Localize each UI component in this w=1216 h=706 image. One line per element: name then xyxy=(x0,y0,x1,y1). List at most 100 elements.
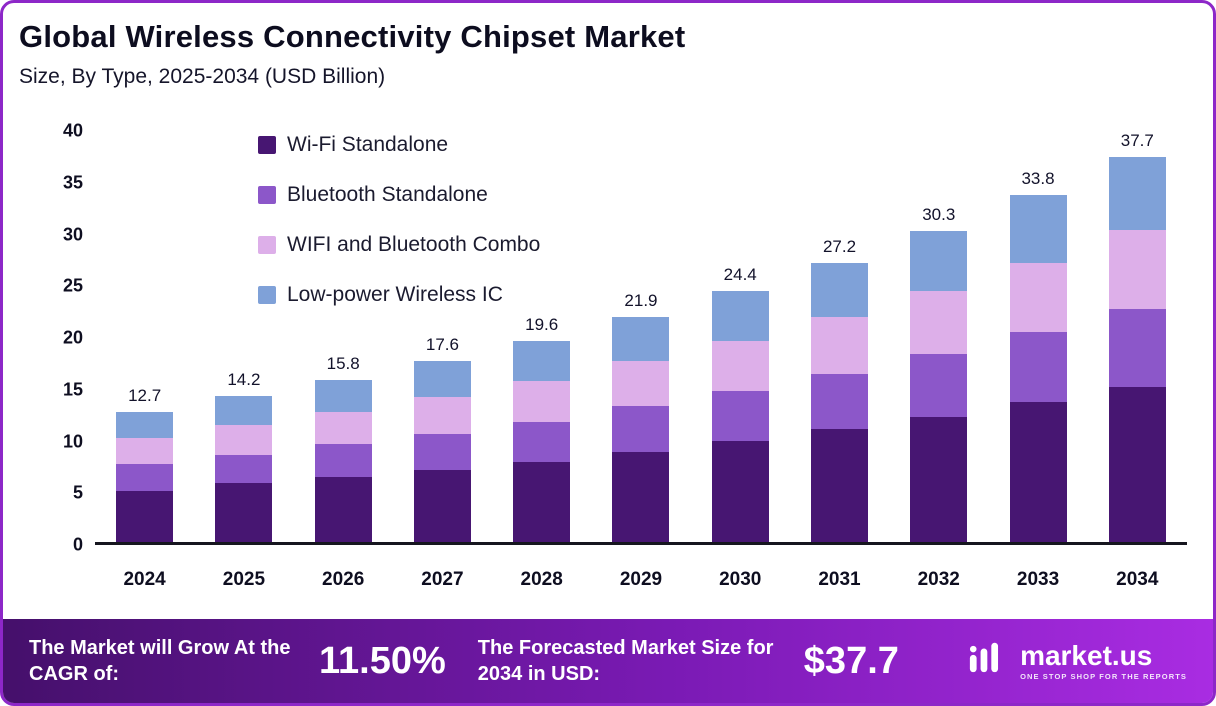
bar-column: 21.9 xyxy=(591,131,690,542)
bar-segment xyxy=(513,380,571,422)
bar-segment xyxy=(711,291,769,341)
legend: Wi-Fi Standalone Bluetooth Standalone WI… xyxy=(258,133,540,307)
bar-segment xyxy=(116,438,174,464)
legend-label: WIFI and Bluetooth Combo xyxy=(287,233,541,256)
bar-segment xyxy=(413,397,471,435)
x-tick-label: 2030 xyxy=(719,569,762,590)
bar-segment xyxy=(1108,157,1166,230)
bar-segment xyxy=(612,317,670,362)
bar-segment xyxy=(1108,229,1166,310)
bar-column: 14.2 xyxy=(194,131,293,542)
bar-segment xyxy=(910,230,968,292)
bar-total-label: 14.2 xyxy=(227,370,261,390)
bar-total-label: 12.7 xyxy=(128,385,162,405)
bar-total-label: 21.9 xyxy=(624,291,658,311)
bar-total-label: 19.6 xyxy=(525,314,559,334)
bar-segment xyxy=(910,353,968,417)
bar-column: 24.4 xyxy=(691,131,790,542)
y-tick-label: 30 xyxy=(62,224,83,244)
y-tick-label: 5 xyxy=(72,482,83,503)
legend-label: Bluetooth Standalone xyxy=(287,183,488,206)
x-tick-label: 2034 xyxy=(1116,569,1159,590)
bar-total-label: 37.7 xyxy=(1120,131,1154,150)
legend-label: Wi-Fi Standalone xyxy=(287,133,449,156)
bar-segment xyxy=(215,454,273,484)
bar-total-label: 27.2 xyxy=(822,236,857,256)
bar-segment xyxy=(612,451,670,542)
bar-segment xyxy=(1009,332,1067,403)
bar-segment xyxy=(711,441,769,542)
bar-segment xyxy=(1108,309,1166,387)
brand-name: market.us xyxy=(1020,639,1153,671)
y-tick-label: 25 xyxy=(62,275,83,296)
chart-area: Global Wireless Connectivity Chipset Mar… xyxy=(3,3,1213,619)
forecast-label: The Forecasted Market Size for 2034 in U… xyxy=(477,637,774,685)
bar-segment xyxy=(1009,262,1067,333)
x-tick-label: 2029 xyxy=(619,569,663,590)
bar-column: 15.8 xyxy=(294,131,393,542)
x-axis: 2024 2025 2026 2027 2028 2029 2030 2031 2032 2033… xyxy=(95,569,1187,591)
page-title: Global Wireless Connectivity Chipset Mar… xyxy=(19,19,686,54)
bar-segment xyxy=(314,444,372,478)
bar-total-label: 24.4 xyxy=(723,265,757,285)
market-us-logo-icon xyxy=(968,641,1010,680)
x-tick-label: 2024 xyxy=(123,569,166,590)
legend-item: Bluetooth Standalone xyxy=(258,183,540,207)
y-tick-label: 15 xyxy=(62,379,83,400)
legend-item: Wi-Fi Standalone xyxy=(258,133,540,157)
bar-column: 30.3 xyxy=(889,131,988,542)
bar-segment xyxy=(513,421,571,462)
bar-segment xyxy=(711,340,769,391)
bar-column: 33.8 xyxy=(988,131,1087,542)
bar-segment xyxy=(612,406,670,452)
bar-column: 12.7 xyxy=(95,131,194,542)
bar-segment xyxy=(413,434,471,471)
bar-segment xyxy=(413,470,471,542)
bar-segment xyxy=(116,411,174,439)
legend-swatch xyxy=(258,286,276,304)
y-tick-label: 10 xyxy=(62,431,83,451)
x-tick-label: 2031 xyxy=(818,569,861,590)
bar-segment xyxy=(1108,386,1166,542)
cagr-value: 11.50% xyxy=(319,639,446,682)
bar-segment xyxy=(116,463,174,491)
bar-segment xyxy=(215,483,273,542)
legend-swatch xyxy=(258,236,276,254)
x-tick-label: 2028 xyxy=(520,569,563,590)
y-tick-label: 35 xyxy=(62,172,83,193)
bar-segment xyxy=(215,424,273,455)
legend-swatch xyxy=(258,136,276,154)
bar-total-label: 15.8 xyxy=(326,353,360,373)
legend-item: WIFI and Bluetooth Combo xyxy=(258,233,540,257)
bar-segment xyxy=(810,317,868,374)
bar-total-label: 17.6 xyxy=(425,335,459,355)
bar-segment xyxy=(1009,194,1067,263)
x-tick-label: 2033 xyxy=(1016,569,1060,590)
y-tick-label: 40 xyxy=(62,120,83,141)
bar-segment xyxy=(215,396,273,425)
bar-segment xyxy=(314,379,372,412)
bar-segment xyxy=(810,262,868,317)
bar-segment xyxy=(810,373,868,429)
legend-label: Low-power Wireless IC xyxy=(287,283,503,306)
y-tick-label: 0 xyxy=(72,534,83,555)
page-subtitle: Size, By Type, 2025-2034 (USD Billion) xyxy=(19,65,386,88)
bar-total-label: 33.8 xyxy=(1021,168,1055,188)
bar-column: 37.7 xyxy=(1088,131,1187,542)
bar-segment xyxy=(413,361,471,398)
bar-segment xyxy=(314,411,372,445)
legend-item: Low-power Wireless IC xyxy=(258,283,540,307)
bars: 12.7 14.2 15.8 17.6 19.6 21.9 24.4 27.2 30.3 33.8… xyxy=(95,131,1187,545)
bar-segment xyxy=(910,291,968,354)
bar-segment xyxy=(116,490,174,542)
y-tick-label: 20 xyxy=(62,327,83,348)
legend-swatch xyxy=(258,186,276,204)
bar-segment xyxy=(314,477,372,542)
market-us-logo: market.us ONE STOP SHOP FOR THE REPORTS xyxy=(968,639,1187,682)
bar-segment xyxy=(910,416,968,542)
brand-tagline: ONE STOP SHOP FOR THE REPORTS xyxy=(1020,672,1187,682)
footer-banner: The Market will Grow At the CAGR of: 11.… xyxy=(3,619,1213,703)
bar-column: 27.2 xyxy=(790,131,889,542)
bar-segment xyxy=(1009,402,1067,542)
